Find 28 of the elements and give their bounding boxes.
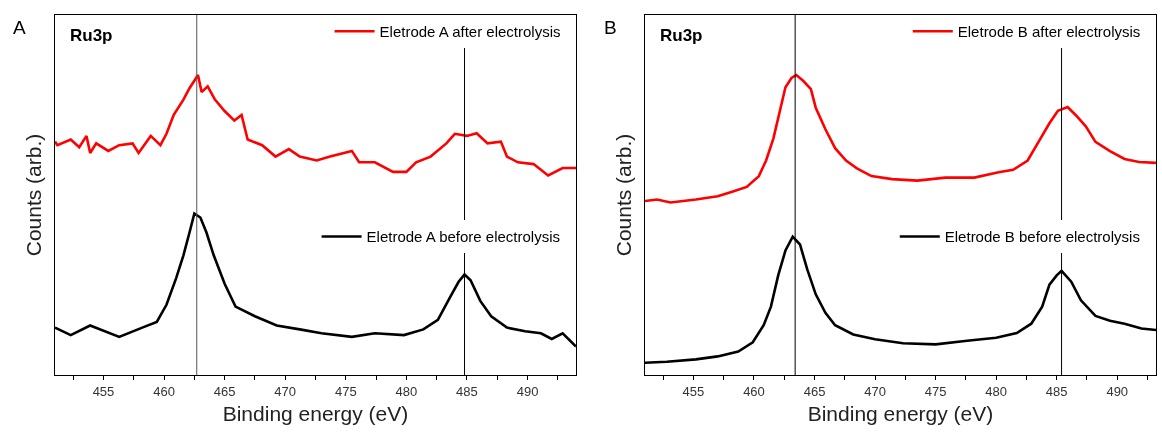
x-tick-label: 460 xyxy=(743,383,765,399)
legend-label: Eletrode A before electrolysis xyxy=(366,228,561,246)
x-tick-label: 485 xyxy=(1045,383,1068,399)
y-axis-title: Counts (arb.) xyxy=(22,133,46,257)
x-tick-label: 490 xyxy=(516,383,539,399)
x-tick-label: 455 xyxy=(92,383,115,399)
x-tick-label: 470 xyxy=(864,383,886,399)
legend-label: Eletrode B after electrolysis xyxy=(957,23,1141,41)
text: B xyxy=(604,17,617,38)
text: Ru3p xyxy=(70,26,113,45)
x-tick-label: 465 xyxy=(213,383,236,399)
x-axis-title: Binding energy (eV) xyxy=(807,401,994,425)
text: Ru3p xyxy=(660,26,703,45)
x-tick-label: 490 xyxy=(1106,383,1129,399)
x-tick-label: 455 xyxy=(682,383,705,399)
x-tick-label: 475 xyxy=(334,383,357,399)
x-tick-label: 475 xyxy=(924,383,947,399)
legend-label: Eletrode B before electrolysis xyxy=(944,228,1140,246)
y-axis-title: Counts (arb.) xyxy=(612,133,636,257)
x-tick-label: 470 xyxy=(274,383,297,399)
x-tick-label: 460 xyxy=(153,383,175,399)
x-axis-title: Binding energy (eV) xyxy=(222,401,409,425)
legend-label: Eletrode A after electrolysis xyxy=(379,23,561,41)
x-tick-label: 485 xyxy=(456,383,478,399)
text: A xyxy=(13,17,26,38)
x-tick-label: 465 xyxy=(803,383,826,399)
x-tick-label: 480 xyxy=(395,383,418,399)
x-tick-label: 480 xyxy=(985,383,1008,399)
